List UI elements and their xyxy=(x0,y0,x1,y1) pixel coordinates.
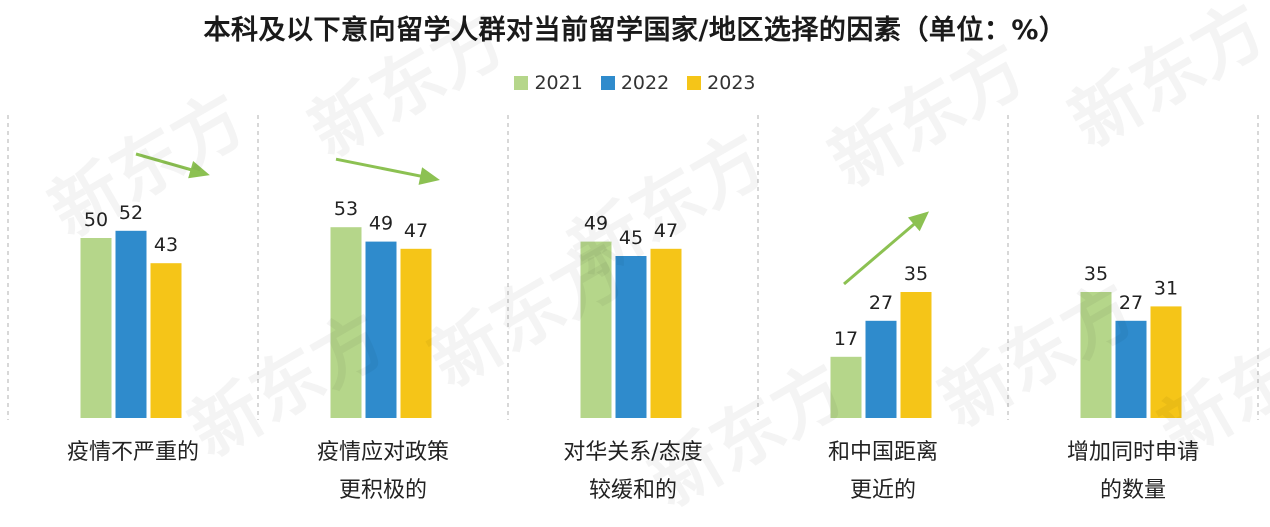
bar-2023-1 xyxy=(400,248,432,418)
bar-2022-2 xyxy=(615,256,647,418)
category-label-1: 疫情应对政策 更积极的 xyxy=(316,440,449,503)
data-label-2021-4: 35 xyxy=(1084,263,1108,285)
category-label-0: 疫情不严重的 xyxy=(66,440,199,465)
trend-arrow-head-3 xyxy=(907,211,930,232)
bar-2022-1 xyxy=(365,241,397,418)
trend-arrow-line-1 xyxy=(335,157,437,181)
bar-chart: 50 52 43 53 49 47 49 45 47 17 27 35 35 27 31 xyxy=(7,115,1259,420)
legend: 2021 2022 2023 xyxy=(0,72,1270,94)
bar-2021-4 xyxy=(1080,292,1112,418)
data-label-2023-4: 31 xyxy=(1154,277,1178,299)
data-label-2023-3: 35 xyxy=(904,263,928,285)
data-label-2021-2: 49 xyxy=(584,213,608,235)
bar-2023-2 xyxy=(650,248,682,418)
legend-item-2021: 2021 xyxy=(514,72,583,94)
bar-2023-3 xyxy=(900,292,932,418)
bar-2022-3 xyxy=(865,320,897,418)
data-label-2022-4: 27 xyxy=(1119,292,1143,314)
data-label-2022-0: 52 xyxy=(119,202,143,224)
data-label-2022-2: 45 xyxy=(619,227,643,249)
data-label-2021-3: 17 xyxy=(834,328,858,350)
data-label-2022-3: 27 xyxy=(869,292,893,314)
trend-arrow-head-1 xyxy=(418,167,440,185)
category-label-2: 对华关系/态度 较缓和的 xyxy=(563,440,703,503)
data-label-2022-1: 49 xyxy=(369,213,393,235)
legend-label-2023: 2023 xyxy=(707,72,756,94)
bar-2023-4 xyxy=(1150,306,1182,418)
data-label-2023-2: 47 xyxy=(654,220,678,242)
bar-2021-1 xyxy=(330,227,362,418)
legend-swatch-2023 xyxy=(687,76,702,90)
chart-title: 本科及以下意向留学人群对当前留学国家/地区选择的因素（单位：%） xyxy=(203,15,1067,46)
bar-2021-3 xyxy=(830,356,862,418)
legend-swatch-2021 xyxy=(514,76,529,90)
bar-2021-2 xyxy=(580,241,612,418)
legend-swatch-2022 xyxy=(600,76,615,90)
data-label-2023-0: 43 xyxy=(154,234,178,256)
data-label-2021-1: 53 xyxy=(334,198,358,220)
bar-2023-0 xyxy=(150,263,182,418)
data-label-2021-0: 50 xyxy=(84,209,108,231)
legend-label-2021: 2021 xyxy=(534,72,583,94)
legend-item-2022: 2022 xyxy=(600,72,670,94)
trend-arrow-head-0 xyxy=(188,160,210,179)
bar-2022-0 xyxy=(115,230,147,418)
category-label-3: 和中国距离 更近的 xyxy=(827,440,938,503)
data-label-2023-1: 47 xyxy=(404,220,428,242)
legend-item-2023: 2023 xyxy=(687,72,756,94)
bar-2021-0 xyxy=(80,238,112,418)
category-label-4: 增加同时申请 的数量 xyxy=(1066,440,1199,503)
legend-label-2022: 2022 xyxy=(620,72,670,94)
trend-arrow-line-3 xyxy=(843,212,927,286)
bar-2022-4 xyxy=(1115,320,1147,418)
